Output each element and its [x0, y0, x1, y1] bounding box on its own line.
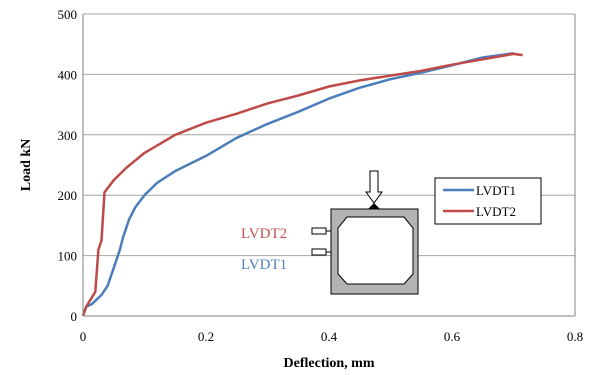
- y-axis-title: Load kN: [19, 139, 34, 192]
- lvdt1-annotation: LVDT1: [241, 257, 287, 273]
- y-tick-label: 500: [58, 7, 78, 22]
- y-tick-label: 200: [58, 188, 78, 203]
- specimen-inset: LVDT2 LVDT1: [241, 170, 419, 295]
- y-tick-label: 100: [58, 249, 78, 264]
- legend-box: [434, 177, 542, 225]
- x-tick-label: 0: [80, 329, 87, 344]
- legend-label-lvdt1: LVDT1: [476, 183, 516, 198]
- lvdt1-sensor: [311, 248, 327, 256]
- lvdt2-sensor: [311, 227, 327, 235]
- x-tick-label: 0.4: [321, 329, 338, 344]
- y-tick-label: 400: [58, 67, 78, 82]
- y-tick-label: 0: [71, 309, 78, 324]
- x-tick-label: 0.2: [198, 329, 214, 344]
- legend-label-lvdt2: LVDT2: [476, 204, 516, 219]
- x-tick-label: 0.8: [567, 329, 583, 344]
- load-point-marker: [368, 203, 380, 209]
- axes: [82, 14, 576, 317]
- specimen-hole: [337, 216, 414, 285]
- series-line-lvdt1: [81, 52, 514, 317]
- series-layer: [81, 52, 523, 317]
- series-line-lvdt2: [81, 52, 523, 317]
- load-arrow-icon: [365, 170, 383, 204]
- legend: LVDT1 LVDT2: [434, 177, 542, 225]
- y-tick-label: 300: [58, 128, 78, 143]
- x-axis-title: Deflection, mm: [284, 356, 375, 371]
- lvdt2-annotation: LVDT2: [241, 226, 287, 242]
- tick-labels: 0 100 200 300 400 500 0 0.2 0.4 0.6 0.8: [58, 7, 584, 344]
- x-tick-label: 0.6: [444, 329, 461, 344]
- gridlines: [83, 13, 575, 257]
